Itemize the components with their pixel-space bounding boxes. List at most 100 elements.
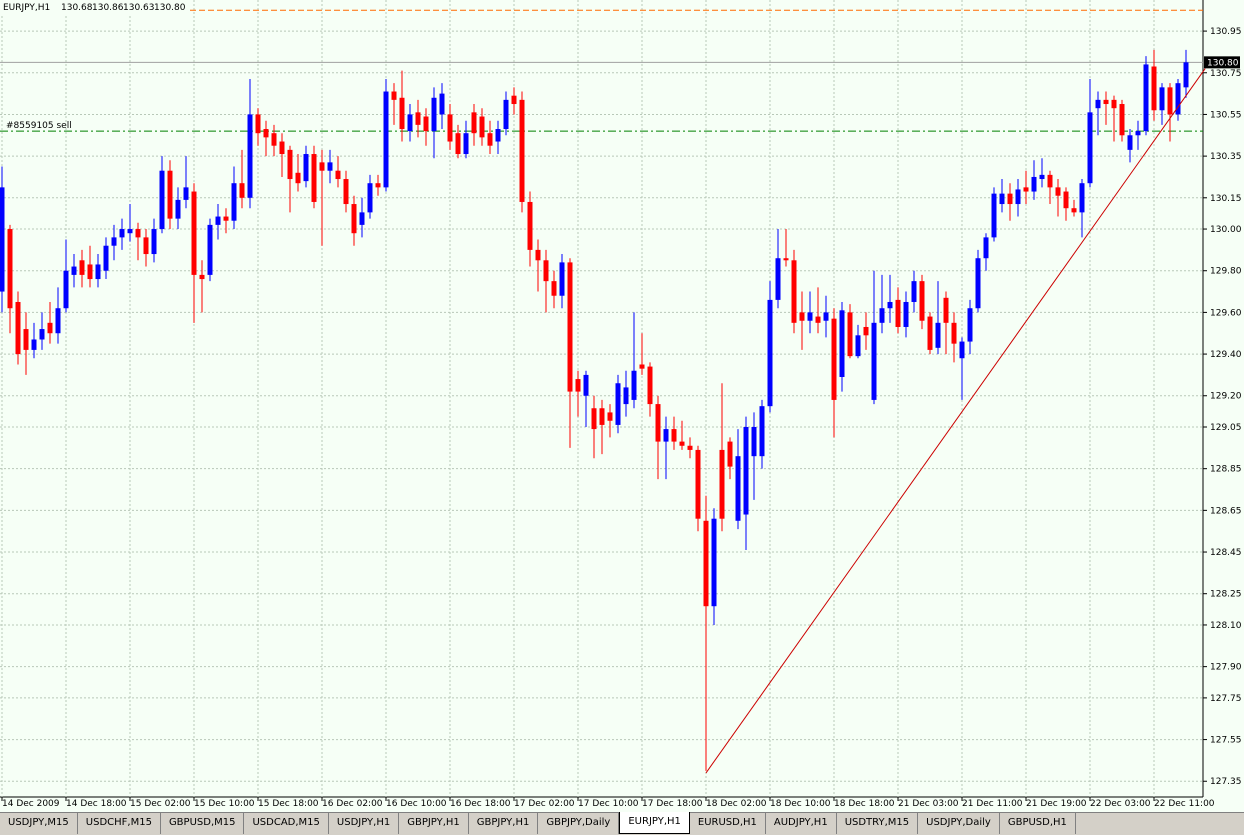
- candle-body: [1167, 87, 1173, 115]
- tab[interactable]: USDJPY,H1: [329, 813, 400, 834]
- candle-body: [1047, 174, 1053, 188]
- candle-body: [583, 374, 589, 396]
- y-tick-label: 127.75: [1210, 694, 1242, 704]
- x-tick-label: 16 Dec 10:00: [386, 799, 447, 809]
- y-tick-label: 130.15: [1210, 194, 1242, 204]
- x-tick-label: 17 Dec 18:00: [642, 799, 703, 809]
- candle-body: [991, 193, 997, 238]
- tab[interactable]: USDCAD,M15: [244, 813, 329, 834]
- candle-body: [559, 262, 565, 296]
- symbol: EURJPY,H1: [3, 3, 50, 13]
- candle-body: [191, 191, 197, 275]
- tab[interactable]: USDJPY,Daily: [918, 813, 1000, 834]
- candle-body: [479, 116, 485, 138]
- candle-body: [503, 99, 509, 130]
- tab[interactable]: GBPJPY,H1: [469, 813, 539, 834]
- candle-body: [823, 312, 829, 321]
- candle-body: [439, 93, 445, 115]
- candle-body: [791, 260, 797, 323]
- tab[interactable]: EURUSD,H1: [690, 813, 766, 834]
- candle-body: [751, 427, 757, 457]
- candle-body: [1159, 87, 1165, 111]
- candle-body: [639, 364, 645, 369]
- candle-body: [687, 445, 693, 450]
- candle-body: [279, 141, 285, 155]
- candle-body: [407, 114, 413, 132]
- x-tick-label: 17 Dec 02:00: [514, 799, 575, 809]
- candle-body: [527, 201, 533, 250]
- candle-body: [1079, 183, 1085, 213]
- candle-body: [423, 116, 429, 132]
- candle-body: [815, 316, 821, 323]
- y-tick-label: 127.55: [1210, 736, 1242, 746]
- candle-body: [671, 429, 677, 442]
- tab[interactable]: GBPJPY,Daily: [538, 813, 620, 834]
- candle-body: [343, 179, 349, 205]
- candle-body: [231, 183, 237, 221]
- candle-body: [959, 341, 965, 359]
- candle-body: [1119, 104, 1125, 136]
- tab[interactable]: GBPJPY,H1: [399, 813, 469, 834]
- candle-body: [47, 322, 53, 334]
- tab[interactable]: AUDJPY,H1: [766, 813, 837, 834]
- y-tick-label: 130.55: [1210, 110, 1242, 120]
- candle-body: [623, 387, 629, 405]
- y-tick-label: 128.65: [1210, 506, 1242, 516]
- candle-body: [943, 297, 949, 323]
- candle-body: [695, 449, 701, 519]
- header-value: 130.63: [123, 3, 155, 13]
- candle-body: [567, 262, 573, 392]
- candle-body: [1143, 64, 1149, 132]
- candle-body: [871, 322, 877, 400]
- candle-body: [1063, 191, 1069, 209]
- candle-body: [663, 429, 669, 442]
- candle-body: [1007, 193, 1013, 205]
- candle-body: [447, 114, 453, 142]
- candle-body: [551, 281, 557, 296]
- candle-body: [207, 224, 213, 275]
- candle-body: [303, 154, 309, 182]
- candle-body: [679, 441, 685, 446]
- candle-body: [1039, 174, 1045, 180]
- x-tick-label: 18 Dec 02:00: [706, 799, 767, 809]
- tab[interactable]: EURJPY,H1: [619, 812, 690, 834]
- candle-body: [711, 518, 717, 607]
- y-tick-label: 127.35: [1210, 777, 1242, 787]
- y-tick-label: 129.20: [1210, 392, 1242, 402]
- candle-body: [495, 129, 501, 142]
- candle-body: [271, 133, 277, 146]
- candle-body: [199, 274, 205, 280]
- y-tick-label: 130.35: [1210, 152, 1242, 162]
- candle-body: [1055, 187, 1061, 196]
- candle-body: [759, 406, 765, 457]
- y-tick-label: 130.75: [1210, 69, 1242, 79]
- candle-body: [119, 229, 125, 238]
- candle-body: [1183, 62, 1189, 88]
- candle-body: [127, 229, 133, 234]
- tab[interactable]: USDTRY,M15: [837, 813, 919, 834]
- y-tick-label: 130.95: [1210, 27, 1242, 37]
- candle-body: [535, 249, 541, 261]
- candle-body: [783, 258, 789, 261]
- candle-body: [359, 212, 365, 225]
- candle-body: [967, 308, 973, 342]
- tab[interactable]: GBPUSD,M15: [161, 813, 245, 834]
- tab[interactable]: GBPUSD,H1: [1000, 813, 1076, 834]
- tab[interactable]: USDJPY,M15: [0, 813, 78, 834]
- tab[interactable]: USDCHF,M15: [78, 813, 161, 834]
- candle-body: [1175, 83, 1181, 115]
- order-label: #8559105 sell: [6, 121, 72, 131]
- candle-body: [159, 170, 165, 230]
- candle-body: [255, 114, 261, 134]
- candle-body: [15, 301, 21, 355]
- candle-body: [703, 520, 709, 607]
- candle-body: [831, 318, 837, 400]
- candle-body: [1095, 99, 1101, 109]
- header-value: 130.86: [92, 3, 124, 13]
- tab-bar: USDJPY,M15 USDCHF,M15 GBPUSD,M15 USDCAD,M15…: [0, 812, 1244, 835]
- candle-body: [399, 97, 405, 130]
- candle-body: [31, 339, 37, 350]
- candle-body: [575, 379, 581, 392]
- candle-body: [319, 162, 325, 171]
- candle-body: [95, 264, 101, 280]
